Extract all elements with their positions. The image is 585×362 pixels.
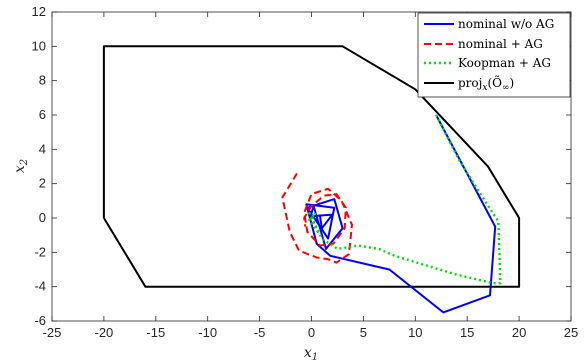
x-tick-label: -15 bbox=[146, 325, 165, 340]
x-tick-label: 15 bbox=[460, 325, 474, 340]
y-tick-label: 4 bbox=[39, 141, 46, 156]
x-tick-label: -5 bbox=[254, 325, 266, 340]
x-tick-label: 25 bbox=[564, 325, 578, 340]
x-tick-label: -25 bbox=[43, 325, 62, 340]
y-tick-label: 8 bbox=[39, 73, 46, 88]
y-tick-label: 2 bbox=[39, 176, 46, 191]
x-tick-label: 5 bbox=[360, 325, 367, 340]
series-line-proj bbox=[102, 45, 521, 288]
y-tick-label: -2 bbox=[34, 244, 46, 259]
legend: nominal w/o AG nominal + AG Koopman + AG… bbox=[417, 12, 571, 98]
series-line-nominal-w-o-ag bbox=[305, 114, 497, 314]
y-tick-label: 0 bbox=[39, 210, 46, 225]
legend-label-koopman-ag: Koopman + AG bbox=[458, 56, 551, 70]
legend-label-nominal-ag: nominal + AG bbox=[458, 37, 543, 51]
x-axis-ticks: -25 -20 -15 -10 -5 0 5 10 15 20 25 bbox=[43, 12, 578, 340]
y-axis-ticks: -6 -4 -2 0 2 4 6 8 10 12 bbox=[32, 4, 571, 328]
series-layer bbox=[102, 45, 521, 314]
y-tick-label: -4 bbox=[34, 279, 46, 294]
series-line-koopman-ag bbox=[307, 114, 502, 285]
x-axis-label: x1 bbox=[304, 345, 318, 362]
y-tick-label: -6 bbox=[34, 313, 46, 328]
x-tick-label: -10 bbox=[198, 325, 217, 340]
x-tick-label: 20 bbox=[512, 325, 526, 340]
x-tick-label: -20 bbox=[95, 325, 114, 340]
y-tick-label: 12 bbox=[32, 4, 46, 19]
legend-label-nominal-wo-ag: nominal w/o AG bbox=[458, 17, 554, 31]
y-tick-label: 10 bbox=[32, 38, 46, 53]
x-tick-label: 0 bbox=[308, 325, 315, 340]
y-tick-label: 6 bbox=[39, 107, 46, 122]
legend-label-proj: projx(Õ∞) bbox=[458, 75, 514, 93]
x-tick-label: 10 bbox=[408, 325, 422, 340]
y-axis-label: x2 bbox=[12, 159, 30, 173]
